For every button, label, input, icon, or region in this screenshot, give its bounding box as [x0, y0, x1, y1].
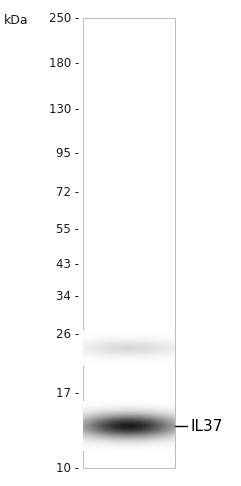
Text: IL37: IL37	[190, 418, 222, 434]
Text: 72 -: 72 -	[56, 186, 79, 198]
Bar	[83, 18, 175, 468]
Text: 43 -: 43 -	[56, 258, 79, 271]
Text: 17 -: 17 -	[56, 387, 79, 400]
Text: 250 -: 250 -	[49, 12, 79, 24]
Text: 55 -: 55 -	[56, 223, 79, 236]
Text: 180 -: 180 -	[49, 57, 79, 70]
Text: 95 -: 95 -	[56, 147, 79, 160]
Text: 26 -: 26 -	[56, 328, 79, 341]
Text: 130 -: 130 -	[49, 103, 79, 116]
Text: 34 -: 34 -	[56, 291, 79, 303]
Text: 10 -: 10 -	[56, 462, 79, 474]
Text: kDa: kDa	[4, 14, 29, 27]
